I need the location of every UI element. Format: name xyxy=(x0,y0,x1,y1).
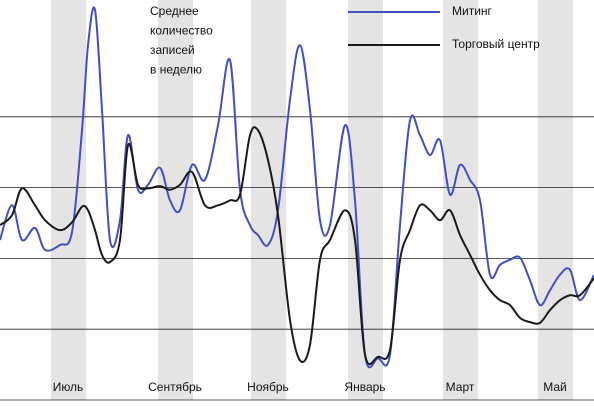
month-band xyxy=(348,0,383,400)
series-line xyxy=(0,126,594,366)
x-tick-label: Январь xyxy=(344,380,385,394)
chart-title: записей xyxy=(150,43,195,57)
x-tick-label: Ноябрь xyxy=(247,380,289,394)
month-band xyxy=(443,0,478,400)
month-band xyxy=(51,0,86,400)
x-tick-label: Июль xyxy=(53,380,84,394)
chart-title: количество xyxy=(150,24,213,38)
legend-label: Митинг xyxy=(452,4,493,18)
x-tick-label: Сентябрь xyxy=(148,380,202,394)
month-band xyxy=(538,0,573,400)
legend-label: Торговый центр xyxy=(452,37,540,51)
month-band xyxy=(158,0,193,400)
chart-title: Среднее xyxy=(150,4,199,18)
x-tick-label: Март xyxy=(446,380,475,394)
series-line xyxy=(0,6,594,369)
x-tick-label: Май xyxy=(543,380,567,394)
chart-title: в неделю xyxy=(150,63,202,77)
month-band xyxy=(251,0,286,400)
